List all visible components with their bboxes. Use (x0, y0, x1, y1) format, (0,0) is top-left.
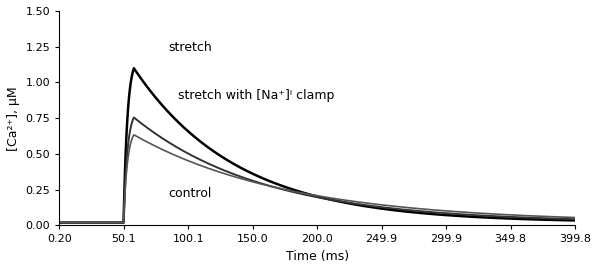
X-axis label: Time (ms): Time (ms) (286, 250, 349, 263)
Text: control: control (169, 187, 212, 200)
Text: stretch with [Na⁺]ᴵ clamp: stretch with [Na⁺]ᴵ clamp (178, 89, 334, 103)
Y-axis label: [Ca²⁺], μM: [Ca²⁺], μM (7, 86, 20, 150)
Text: stretch: stretch (169, 41, 212, 54)
